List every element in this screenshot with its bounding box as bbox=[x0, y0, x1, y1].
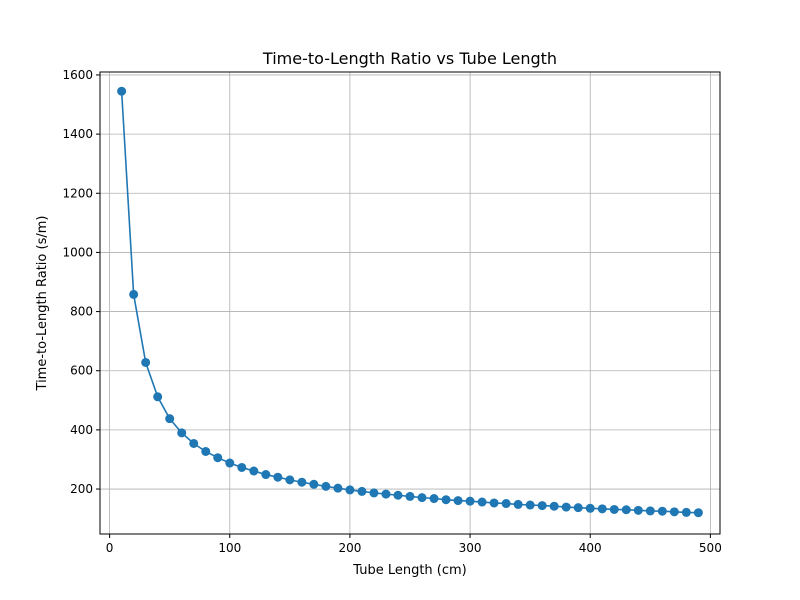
data-point bbox=[189, 438, 199, 448]
plot-area-frame bbox=[99, 71, 721, 535]
data-point bbox=[585, 503, 595, 513]
data-point bbox=[285, 475, 295, 485]
x-tick-label: 100 bbox=[218, 541, 241, 555]
data-point bbox=[261, 470, 271, 480]
data-point bbox=[693, 508, 703, 518]
data-point bbox=[141, 357, 151, 367]
data-point bbox=[393, 490, 403, 500]
data-point bbox=[405, 491, 415, 501]
y-tick-label: 200 bbox=[70, 482, 93, 496]
data-point bbox=[549, 501, 559, 511]
data-point bbox=[117, 86, 127, 96]
data-point bbox=[321, 481, 331, 491]
data-point bbox=[177, 428, 187, 438]
data-point bbox=[237, 462, 247, 472]
data-point bbox=[345, 485, 355, 495]
y-tick-label: 1000 bbox=[62, 245, 93, 259]
x-tick-label: 200 bbox=[338, 541, 361, 555]
x-tick-label: 300 bbox=[459, 541, 482, 555]
data-point bbox=[525, 500, 535, 510]
y-tick-label: 800 bbox=[70, 305, 93, 319]
data-point bbox=[153, 392, 163, 402]
data-point bbox=[609, 504, 619, 514]
data-point bbox=[333, 483, 343, 493]
data-point bbox=[501, 499, 511, 509]
data-point bbox=[489, 498, 499, 508]
x-axis-label: Tube Length (cm) bbox=[352, 563, 467, 578]
data-point bbox=[201, 446, 211, 456]
data-point bbox=[129, 289, 139, 299]
x-tick-label: 400 bbox=[579, 541, 602, 555]
y-tick-label: 1400 bbox=[62, 127, 93, 141]
data-points bbox=[117, 86, 703, 518]
axis-ticks: 0 100 200 300 400 500 200 400 600 800 1000 1200 1400… bbox=[62, 68, 721, 555]
data-point bbox=[429, 494, 439, 504]
data-point bbox=[537, 501, 547, 511]
data-point bbox=[165, 414, 175, 424]
data-point bbox=[381, 489, 391, 499]
data-point bbox=[225, 458, 235, 468]
chart-title: Time-to-Length Ratio vs Tube Length bbox=[262, 49, 557, 68]
data-point bbox=[213, 453, 223, 463]
y-tick-label: 1600 bbox=[62, 68, 93, 82]
y-tick-label: 1200 bbox=[62, 186, 93, 200]
data-point bbox=[645, 506, 655, 516]
data-point bbox=[357, 486, 367, 496]
data-point bbox=[669, 507, 679, 517]
data-point bbox=[441, 495, 451, 505]
data-point bbox=[513, 499, 523, 509]
data-point bbox=[309, 479, 319, 489]
data-point bbox=[417, 493, 427, 503]
data-point bbox=[465, 496, 475, 506]
data-point bbox=[297, 477, 307, 487]
data-point bbox=[249, 466, 259, 476]
data-point bbox=[621, 505, 631, 515]
x-tick-label: 500 bbox=[699, 541, 722, 555]
data-point bbox=[477, 497, 487, 507]
grid-layer bbox=[100, 72, 720, 534]
data-point bbox=[681, 507, 691, 517]
y-tick-label: 600 bbox=[70, 364, 93, 378]
y-tick-label: 400 bbox=[70, 423, 93, 437]
data-point bbox=[453, 496, 463, 506]
x-tick-label: 0 bbox=[106, 541, 114, 555]
data-point bbox=[657, 506, 667, 516]
data-point bbox=[633, 505, 643, 515]
data-point bbox=[369, 488, 379, 498]
data-point bbox=[597, 504, 607, 514]
data-point bbox=[273, 472, 283, 482]
data-point bbox=[573, 503, 583, 513]
y-axis-label: Time-to-Length Ratio (s/m) bbox=[35, 216, 50, 392]
data-point bbox=[561, 502, 571, 512]
